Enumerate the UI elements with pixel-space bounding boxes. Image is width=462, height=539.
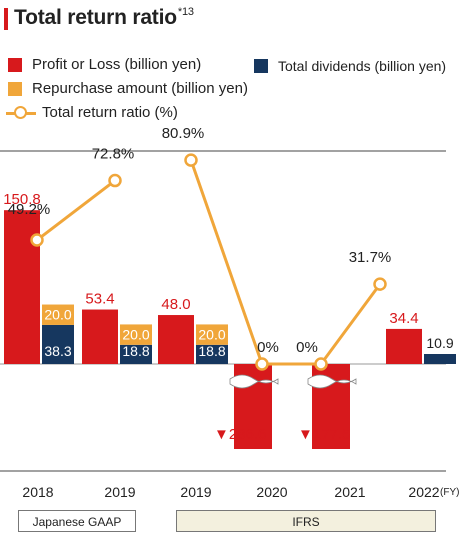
x-tick-label-2: 2019: [180, 484, 211, 500]
legend-repurchase: Repurchase amount (billion yen): [8, 80, 248, 97]
legend-dividends-swatch: [254, 59, 268, 73]
ratio-value-label-1: 72.8%: [92, 146, 135, 163]
ratio-value-label-5: 31.7%: [349, 249, 392, 266]
profit-value-label-2: 48.0: [161, 296, 190, 313]
x-tick-label-5: 2022: [408, 484, 439, 500]
legend-dividends: Total dividends (billion yen): [254, 58, 446, 74]
legend-profit-label: Profit or Loss (billion yen): [32, 56, 202, 73]
profit-value-label-4: ▼177.5: [298, 426, 350, 443]
ratio-point-1: [108, 173, 122, 188]
ratio-value-label-2: 80.9%: [162, 125, 205, 142]
x-tick-label-0: 2018: [22, 484, 53, 500]
ratio-line-segment-1: [189, 159, 382, 366]
profit-value-label-5: 34.4: [389, 310, 418, 327]
ratio-point-4: [314, 357, 328, 371]
dividends-bar-5: [424, 354, 456, 364]
repurchase-value-label-2: 20.0: [198, 327, 225, 343]
dividends-value-label-2: 18.8: [198, 343, 225, 359]
profit-bar-5: [386, 328, 422, 364]
ratio-line-segment-0: [36, 179, 116, 242]
legend-dividends-label: Total dividends (billion yen): [278, 58, 447, 74]
profit-value-label-0: 150.8: [3, 191, 41, 208]
dividends-bar-0: [42, 324, 74, 364]
title-text: Total return ratio: [14, 6, 177, 29]
dividends-bar-2: [196, 344, 228, 364]
axis-break-mark-4: [307, 374, 357, 389]
standard-japanese-gaap: Japanese GAAP: [18, 510, 136, 532]
x-tick-label-3: 2020: [256, 484, 287, 500]
dividends-value-label-1: 18.8: [122, 343, 149, 359]
profit-bar-1: [82, 309, 118, 364]
repurchase-value-label-0: 20.0: [44, 307, 71, 323]
repurchase-value-label-1: 20.0: [122, 327, 149, 343]
legend-profit: Profit or Loss (billion yen): [8, 56, 201, 73]
standard-ifrs: IFRS: [176, 510, 436, 532]
repurchase-bar-2: [196, 324, 228, 345]
ratio-value-label-4: 0%: [296, 339, 318, 356]
dividends-bar-1: [120, 344, 152, 364]
x-tick-label-1: 2019: [104, 484, 135, 500]
x-tick-label-4: 2021: [334, 484, 365, 500]
chart-title: Total return ratio*13: [4, 6, 194, 32]
repurchase-bar-1: [120, 324, 152, 345]
legend-ratio-label: Total return ratio (%): [42, 104, 178, 121]
ratio-point-2: [184, 153, 198, 167]
profit-bar-0: [4, 210, 40, 364]
profit-value-label-1: 53.4: [85, 291, 114, 308]
title-accent-bar: [4, 8, 8, 30]
ratio-point-5: [373, 277, 387, 291]
fy-suffix-label: (FY): [440, 487, 459, 498]
profit-value-label-3: ▼286.6: [214, 426, 266, 443]
profit-bar-2: [158, 315, 194, 364]
legend-ratio: Total return ratio (%): [6, 104, 178, 121]
legend-ratio-swatch: [6, 105, 36, 120]
repurchase-bar-0: [42, 304, 74, 325]
axis-break-mark-3: [229, 374, 279, 389]
ratio-point-3: [255, 357, 269, 371]
ratio-value-label-0: 49.2%: [8, 201, 51, 218]
title-footnote-mark: *13: [177, 6, 194, 18]
dividends-value-label-0: 38.3: [44, 343, 71, 359]
legend-repurchase-label: Repurchase amount (billion yen): [32, 80, 248, 97]
ratio-value-label-3: 0%: [257, 339, 279, 356]
legend-repurchase-swatch: [8, 81, 22, 96]
dividends-value-label-5: 10.9: [426, 335, 453, 351]
ratio-point-0: [30, 233, 44, 247]
legend-profit-swatch: [8, 57, 22, 72]
